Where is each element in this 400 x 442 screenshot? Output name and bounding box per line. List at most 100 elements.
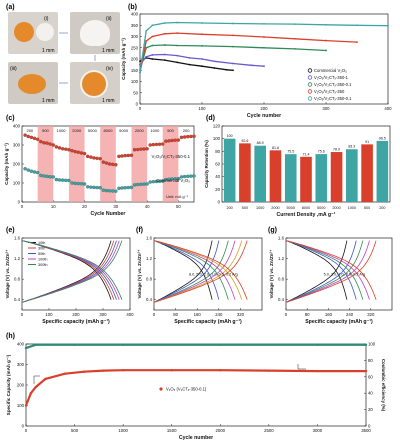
data-point	[232, 45, 234, 48]
photo-i-label: (i)	[44, 16, 49, 22]
y-axis-label: Voltage (V) vs. Zn/Zn²⁺	[269, 249, 274, 299]
y-tick-label: 300	[13, 143, 21, 148]
data-point	[170, 138, 174, 143]
photo-iv	[8, 62, 58, 104]
plot-frame	[153, 237, 263, 311]
data-point	[364, 343, 368, 347]
y-tick-label: 0.8	[14, 277, 21, 282]
data-point	[173, 138, 177, 142]
chart-f: 0 80 160 240 320 0.4 0.8 1.2 1.6 Specific capacit…	[137, 236, 263, 325]
data-point	[104, 188, 109, 193]
data-point	[89, 155, 93, 159]
data-point	[51, 175, 55, 179]
bar-value-label: 78.9	[333, 148, 340, 152]
data-point	[101, 188, 106, 192]
x-tick-label: 100	[45, 312, 53, 317]
panel-e-label: (e)	[6, 227, 15, 234]
data-point	[60, 147, 65, 151]
data-point	[29, 135, 34, 140]
panel-b-label: (b)	[128, 4, 137, 11]
legend-entry: V₂O₅/V₂CTₓ-350-0.1	[314, 96, 352, 101]
data-point	[145, 46, 148, 49]
discharge-curve-1	[285, 240, 357, 300]
discharge-curve-3	[153, 240, 236, 300]
y-tick-label: 200	[131, 57, 139, 62]
data-point	[29, 169, 34, 173]
data-point	[186, 134, 190, 139]
x-tick-label: 20	[82, 204, 87, 209]
panel-g-label: (g)	[268, 227, 277, 234]
data-point	[356, 41, 358, 44]
data-point	[23, 167, 27, 171]
data-point	[294, 23, 296, 26]
x-tick-label: 0	[25, 428, 28, 433]
x-tick-label: 300	[322, 106, 330, 111]
x-tick-label: 0	[285, 312, 288, 317]
data-point	[26, 134, 30, 139]
bar-value-label: 96.5	[379, 136, 386, 140]
data-point	[163, 32, 166, 35]
y-tick-label: 60	[215, 162, 220, 167]
y2-tick-label: 100	[368, 342, 376, 347]
charge-curve-1	[285, 240, 357, 303]
data-point	[136, 182, 140, 187]
rate-label: 500	[167, 128, 174, 133]
data-point	[294, 37, 296, 40]
data-point	[34, 343, 37, 347]
data-point	[139, 147, 143, 151]
scale-bar-label-4: 1 mm	[102, 98, 115, 104]
data-point	[60, 178, 65, 182]
data-point	[95, 156, 99, 160]
data-point	[250, 64, 253, 67]
rate-label: 2000	[72, 128, 82, 133]
x-tick-label: 0	[21, 312, 24, 317]
x-tick-label: 5000	[317, 206, 325, 210]
y-axis-label: Specific Capacity (mAh g⁻¹)	[6, 354, 11, 415]
legend-entry: 100th	[38, 258, 48, 262]
y-tick-label: 350	[131, 23, 139, 28]
data-point	[35, 170, 40, 175]
x-tick-label: 2000	[271, 206, 279, 210]
data-point	[57, 178, 62, 182]
data-point	[167, 139, 171, 143]
data-point	[188, 63, 191, 66]
data-point	[139, 60, 141, 63]
data-point	[219, 343, 222, 347]
data-point	[89, 185, 93, 189]
data-point	[164, 139, 168, 143]
y-tick-label: 40	[215, 174, 220, 179]
discharge-curve-2	[285, 240, 364, 300]
data-point	[73, 181, 77, 186]
data-point	[129, 153, 134, 157]
data-point	[161, 142, 165, 146]
y2-tick-label: 0	[368, 424, 371, 429]
y-tick-label: 400	[131, 12, 139, 17]
rate-label: 1000	[150, 128, 160, 133]
data-point	[126, 185, 131, 190]
discharge-curve-2	[153, 240, 229, 300]
data-point	[189, 134, 193, 139]
data-point	[148, 180, 152, 184]
data-point	[142, 182, 146, 186]
x-tick-label: 3500	[361, 428, 371, 433]
x-tick-label: 8000	[302, 206, 310, 210]
panel-a-label: (a)	[6, 4, 15, 11]
x-axis-label: Cycle Number	[91, 211, 126, 217]
data-point	[163, 59, 166, 62]
bar-value-label: 75.5	[287, 150, 294, 154]
rate-band	[68, 126, 85, 202]
data-point	[70, 181, 74, 185]
x-tick-label: 300	[99, 312, 107, 317]
panel-c-label: (c)	[6, 115, 15, 122]
x-axis-label: Specific capacity (mAh g⁻¹)	[305, 319, 373, 325]
x-tick-label: 200	[226, 206, 232, 210]
photo-i	[8, 12, 58, 54]
data-point	[145, 182, 149, 186]
data-point	[263, 36, 265, 38]
x-tick-label: 200	[260, 106, 268, 111]
data-point	[142, 147, 146, 151]
plot-frame	[25, 343, 367, 427]
data-point	[45, 141, 49, 145]
data-point	[182, 135, 187, 139]
data-point	[64, 147, 68, 151]
